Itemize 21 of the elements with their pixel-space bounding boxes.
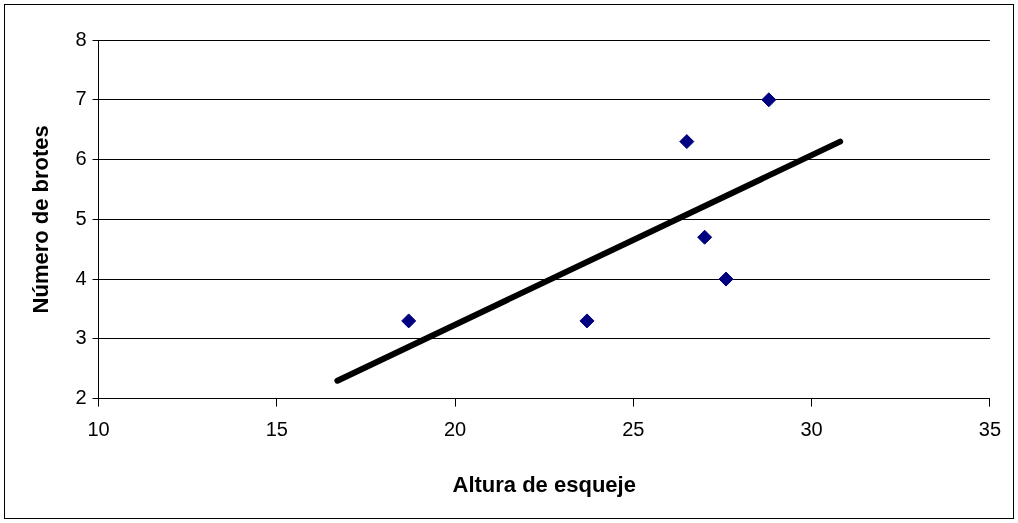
point xyxy=(579,313,595,329)
x-tick-label: 35 xyxy=(978,418,1001,441)
y-tick-label: 3 xyxy=(75,326,87,349)
y-tick-label: 8 xyxy=(75,27,87,50)
y-tick-label: 7 xyxy=(75,87,87,110)
point xyxy=(718,271,734,287)
x-tick-label: 30 xyxy=(800,418,823,441)
y-tick-label: 6 xyxy=(75,147,87,170)
x-tick-label: 15 xyxy=(265,418,288,441)
y-tick-label: 4 xyxy=(75,266,87,289)
point xyxy=(697,229,713,245)
y-tick-label: 5 xyxy=(75,206,87,229)
x-tick-label: 10 xyxy=(87,418,110,441)
y-axis-title: Número de brotes xyxy=(28,125,54,314)
point xyxy=(679,134,695,150)
x-tick-label: 20 xyxy=(443,418,467,441)
x-axis-title: Altura de esqueje xyxy=(452,471,636,497)
x-tick-label: 25 xyxy=(622,418,645,441)
y-tick-label: 2 xyxy=(75,386,87,409)
point xyxy=(761,92,777,108)
point xyxy=(401,313,417,329)
